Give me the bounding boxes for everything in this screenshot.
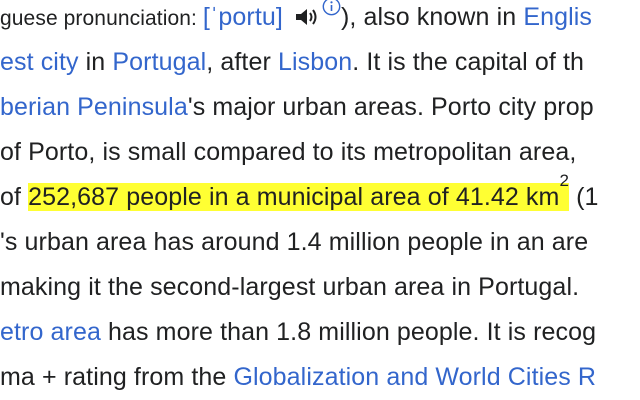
lisbon-link[interactable]: Lisbon bbox=[277, 48, 353, 76]
text-line-8: etro area has more than 1.8 million peop… bbox=[0, 312, 596, 352]
line-5-suffix: (1 bbox=[569, 183, 599, 211]
line-7-text: making it the second-largest urban area … bbox=[0, 273, 580, 301]
english-link[interactable]: Englis bbox=[523, 3, 593, 31]
line-2-text-b: , after bbox=[206, 48, 278, 76]
line-1-text: ), also known in bbox=[340, 3, 524, 31]
largest-city-link[interactable]: est city bbox=[0, 48, 79, 76]
text-line-1: guese pronunciation: [ˈportu] ), also kn… bbox=[0, 0, 592, 37]
squared-superscript: 2 bbox=[559, 170, 570, 190]
speaker-icon[interactable] bbox=[294, 6, 322, 28]
text-line-7: making it the second-largest urban area … bbox=[0, 267, 579, 307]
ipa-link[interactable]: [ˈportu] bbox=[202, 3, 283, 31]
text-line-5: of 252,687 people in a municipal area of… bbox=[0, 172, 599, 217]
info-icon[interactable] bbox=[322, 0, 341, 16]
pronunciation-label: guese pronunciation: bbox=[0, 7, 203, 30]
text-line-2: est city in Portugal, after Lisbon. It i… bbox=[0, 42, 584, 82]
line-5-prefix: of bbox=[0, 183, 29, 211]
iberian-peninsula-link[interactable]: berian Peninsula bbox=[0, 93, 188, 121]
text-line-9: ma + rating from the Globalization and W… bbox=[0, 357, 596, 397]
line-9-text: ma + rating from the bbox=[0, 363, 234, 391]
text-line-6: 's urban area has around 1.4 million peo… bbox=[0, 222, 588, 262]
metro-area-link[interactable]: etro area bbox=[0, 318, 101, 346]
line-3-text: 's major urban areas. Porto city prop bbox=[187, 93, 594, 121]
line-8-text: has more than 1.8 million people. It is … bbox=[100, 318, 597, 346]
highlighted-text: 252,687 people in a municipal area of 41… bbox=[28, 172, 570, 211]
line-6-text: 's urban area has around 1.4 million peo… bbox=[0, 228, 589, 256]
portugal-link[interactable]: Portugal bbox=[112, 48, 207, 76]
line-2-text-c: . It is the capital of th bbox=[352, 48, 585, 76]
highlighted-population-text: 252,687 people in a municipal area of 41… bbox=[28, 183, 560, 211]
line-2-text-a: in bbox=[78, 48, 113, 76]
text-line-4: of Porto, is small compared to its metro… bbox=[0, 132, 576, 172]
gawc-link[interactable]: Globalization and World Cities R bbox=[233, 363, 597, 391]
text-line-3: berian Peninsula's major urban areas. Po… bbox=[0, 87, 594, 127]
line-4-text: of Porto, is small compared to its metro… bbox=[0, 138, 577, 166]
